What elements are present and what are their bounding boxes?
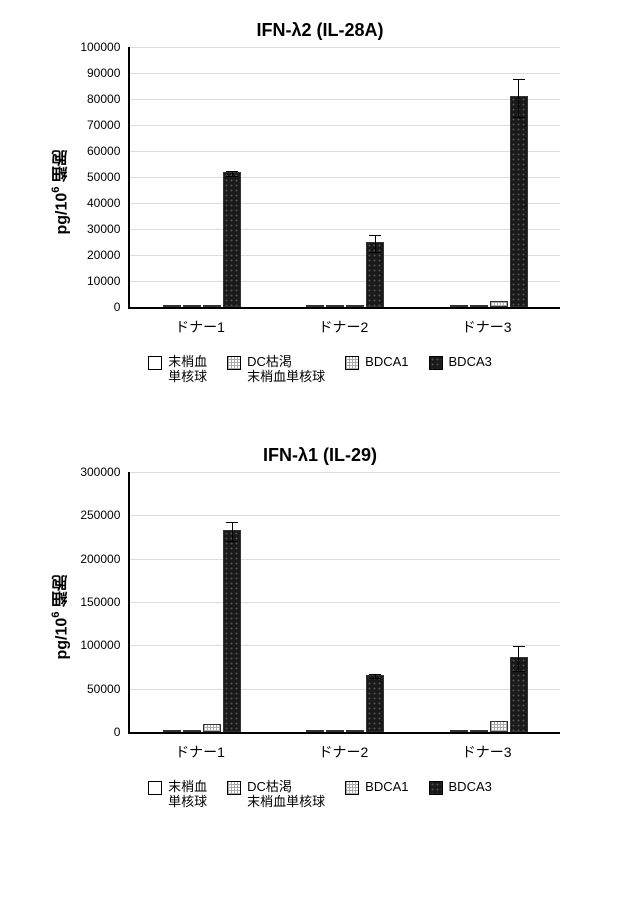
chart-ifnl2: IFN-λ2 (IL-28A) pg/106 細胞 10000090000800… <box>50 20 590 385</box>
legend-label: BDCA3 <box>449 355 492 370</box>
x-category-label: ドナー1 <box>129 317 271 337</box>
bar-bdca1 <box>346 305 364 307</box>
bar-pbmc <box>450 730 468 732</box>
bar-dc_depleted <box>326 730 344 732</box>
y-axis-label: pg/106 細胞 <box>50 575 74 659</box>
chart-title: IFN-λ1 (IL-29) <box>50 445 590 466</box>
bar-bdca1 <box>490 301 508 308</box>
bar-dc_depleted <box>183 305 201 307</box>
legend-swatch <box>429 781 443 795</box>
gridline <box>130 47 560 48</box>
bar-group <box>306 242 384 307</box>
error-bar <box>226 171 238 177</box>
legend-swatch <box>148 781 162 795</box>
bar-group <box>450 657 528 732</box>
x-category-label: ドナー3 <box>416 317 558 337</box>
bar-pbmc <box>306 305 324 307</box>
legend: 末梢血 単核球 DC枯渇 末梢血単核球 BDCA1 BDCA3 <box>50 355 590 385</box>
bar-pbmc <box>163 730 181 732</box>
bar-group <box>163 172 241 307</box>
legend-item-dc_depleted: DC枯渇 末梢血単核球 <box>227 780 325 810</box>
x-category-label: ドナー1 <box>129 742 271 762</box>
legend-label: DC枯渇 末梢血単核球 <box>247 355 325 385</box>
bar-bdca1 <box>203 305 221 307</box>
bar-bdca3 <box>366 242 384 307</box>
bar-group <box>450 96 528 307</box>
legend-item-bdca1: BDCA1 <box>345 780 408 795</box>
y-axis-ticks: 1000009000080000700006000050000400003000… <box>80 47 128 307</box>
bar-bdca1 <box>203 724 221 732</box>
bar-group <box>163 530 241 732</box>
y-axis-label: pg/106 細胞 <box>50 150 74 234</box>
bar-pbmc <box>163 305 181 307</box>
legend-label: BDCA1 <box>365 355 408 370</box>
bar-bdca3 <box>366 675 384 732</box>
legend-swatch <box>227 356 241 370</box>
x-category-label: ドナー2 <box>272 317 414 337</box>
chart-ifnl1: IFN-λ1 (IL-29) pg/106 細胞 300000250000200… <box>50 445 590 810</box>
error-bar <box>369 674 381 679</box>
legend-swatch <box>429 356 443 370</box>
legend-item-bdca3: BDCA3 <box>429 780 492 795</box>
x-category-label: ドナー3 <box>416 742 558 762</box>
gridline <box>130 515 560 516</box>
gridline <box>130 73 560 74</box>
legend-label: 末梢血 単核球 <box>168 780 207 810</box>
legend-swatch <box>227 781 241 795</box>
bar-dc_depleted <box>326 305 344 307</box>
bar-bdca3 <box>223 530 241 732</box>
plot-area <box>128 47 560 309</box>
bar-dc_depleted <box>470 730 488 732</box>
legend-label: BDCA3 <box>449 780 492 795</box>
legend-item-dc_depleted: DC枯渇 末梢血単核球 <box>227 355 325 385</box>
bar-group <box>306 675 384 732</box>
x-axis: ドナー1ドナー2ドナー3 <box>128 317 558 337</box>
legend-item-pbmc: 末梢血 単核球 <box>148 780 207 810</box>
x-axis: ドナー1ドナー2ドナー3 <box>128 742 558 762</box>
ylabel-text: pg/106 細胞 <box>53 150 70 234</box>
bar-bdca1 <box>490 721 508 732</box>
bar-dc_depleted <box>470 305 488 307</box>
error-bar <box>513 646 525 672</box>
bar-bdca1 <box>346 730 364 732</box>
bar-dc_depleted <box>183 730 201 732</box>
bar-bdca3 <box>510 96 528 307</box>
ylabel-text: pg/106 細胞 <box>53 575 70 659</box>
legend-item-bdca1: BDCA1 <box>345 355 408 370</box>
error-bar <box>226 522 238 541</box>
error-bar <box>513 79 525 117</box>
bar-bdca3 <box>510 657 528 732</box>
legend-swatch <box>148 356 162 370</box>
legend-swatch <box>345 356 359 370</box>
x-category-label: ドナー2 <box>272 742 414 762</box>
chart-title: IFN-λ2 (IL-28A) <box>50 20 590 41</box>
legend-item-pbmc: 末梢血 単核球 <box>148 355 207 385</box>
bar-bdca3 <box>223 172 241 307</box>
legend-label: 末梢血 単核球 <box>168 355 207 385</box>
gridline <box>130 472 560 473</box>
plot-area <box>128 472 560 734</box>
page: IFN-λ2 (IL-28A) pg/106 細胞 10000090000800… <box>0 0 640 900</box>
legend-label: BDCA1 <box>365 780 408 795</box>
legend-item-bdca3: BDCA3 <box>429 355 492 370</box>
bar-pbmc <box>450 305 468 307</box>
error-bar <box>369 235 381 253</box>
legend-label: DC枯渇 末梢血単核球 <box>247 780 325 810</box>
y-axis-ticks: 300000250000200000150000100000500000 <box>80 472 128 732</box>
legend: 末梢血 単核球 DC枯渇 末梢血単核球 BDCA1 BDCA3 <box>50 780 590 810</box>
bar-pbmc <box>306 730 324 732</box>
legend-swatch <box>345 781 359 795</box>
